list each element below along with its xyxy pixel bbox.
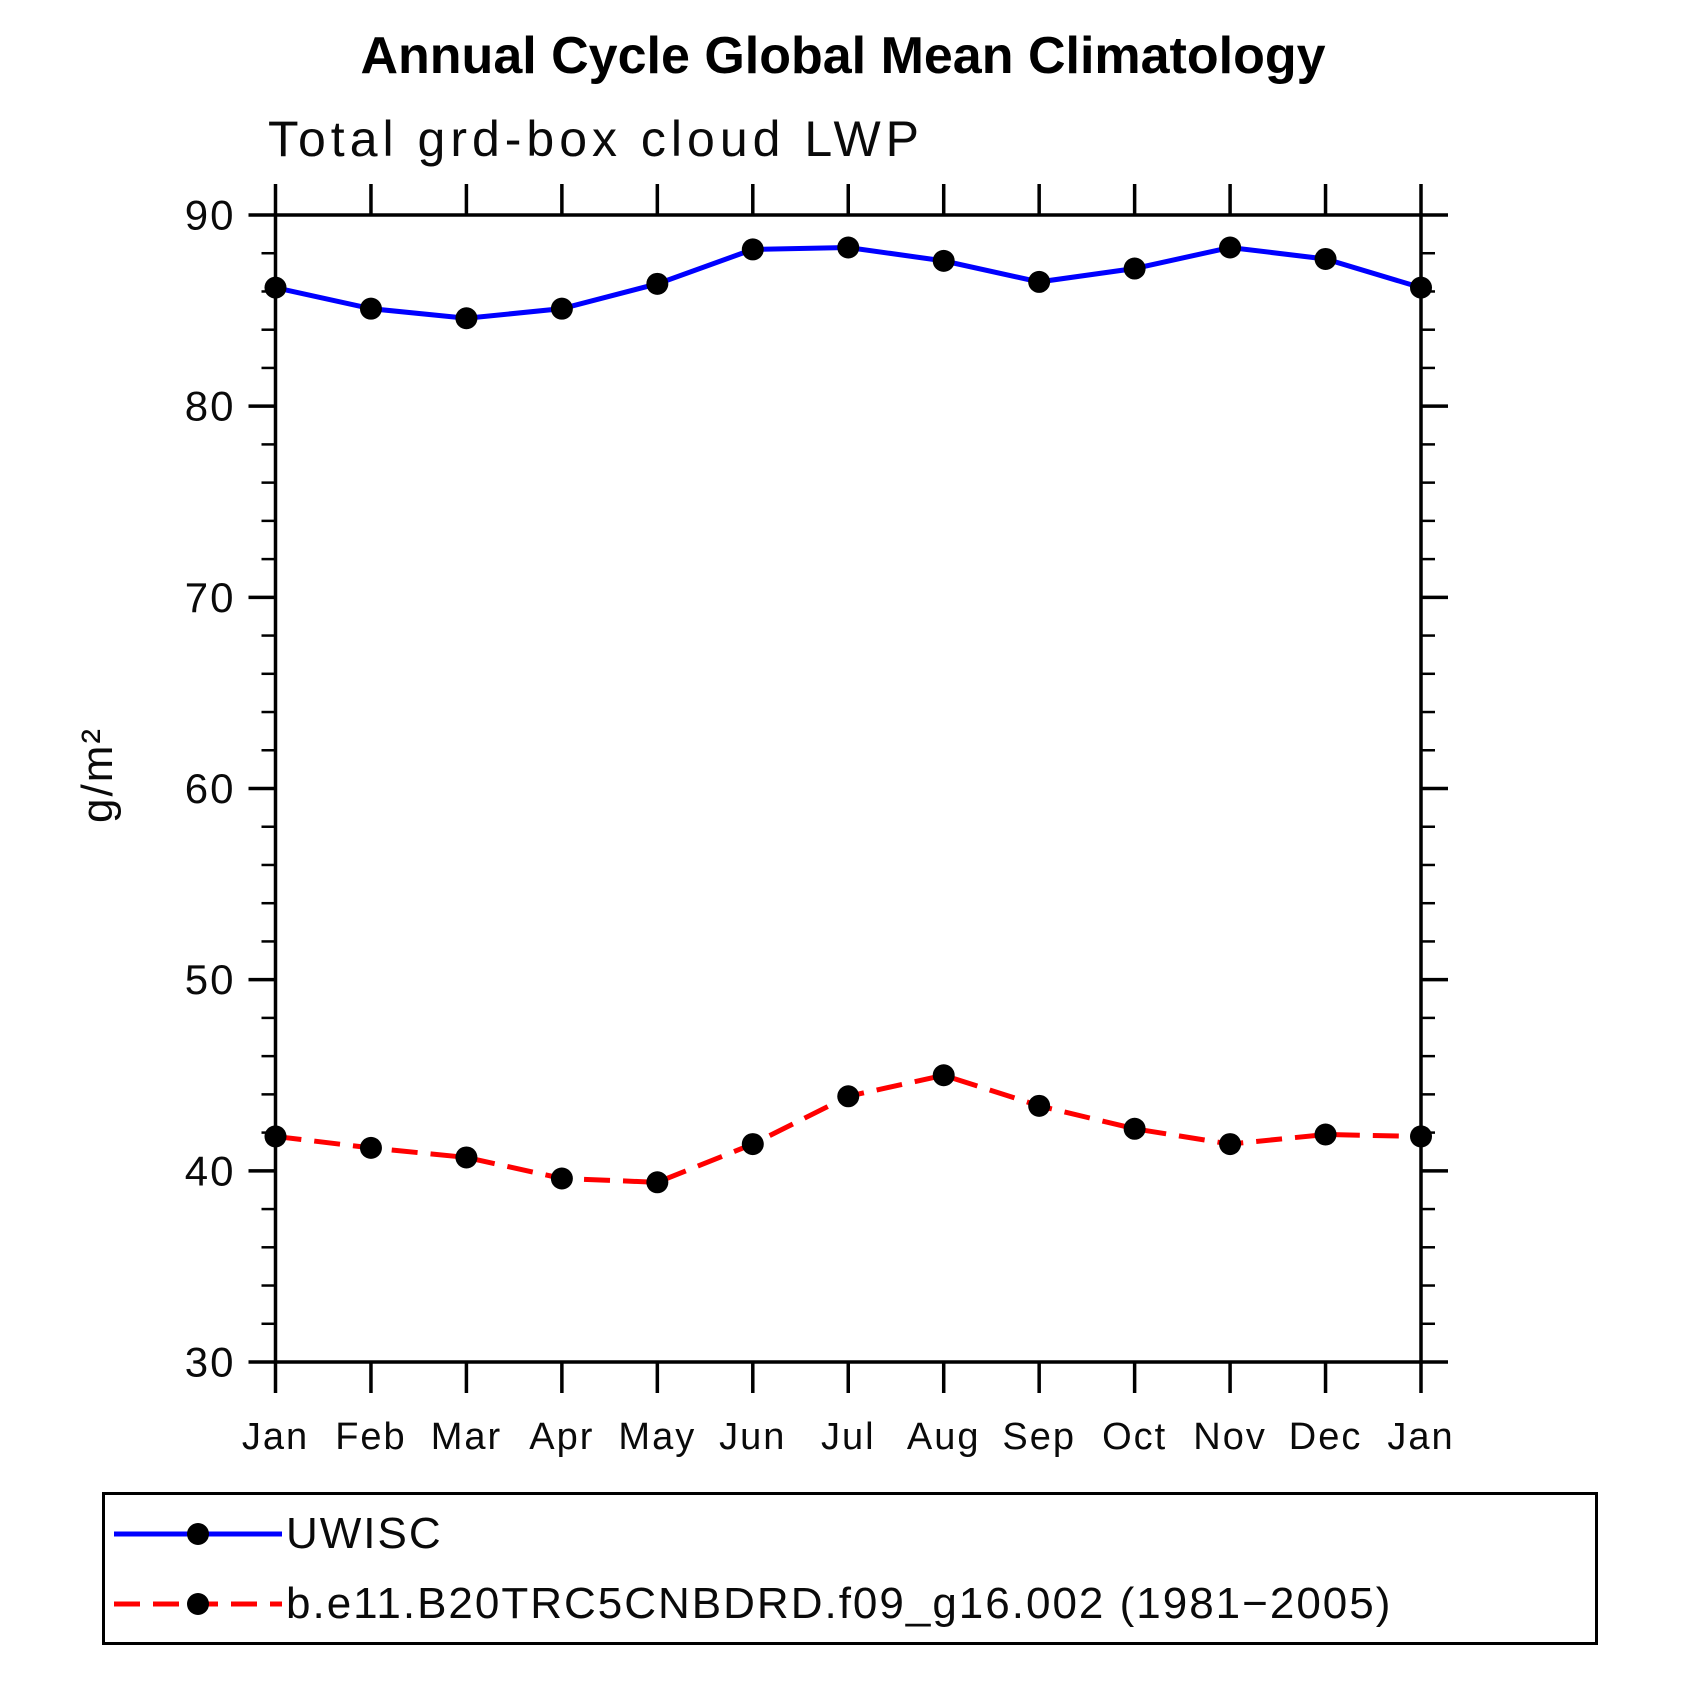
data-point xyxy=(1123,1117,1146,1140)
chart-title: Annual Cycle Global Mean Climatology xyxy=(360,27,1326,85)
data-point xyxy=(455,1146,478,1169)
data-point xyxy=(359,1136,382,1159)
x-tick-label: Feb xyxy=(335,1416,406,1458)
data-point xyxy=(1314,247,1337,270)
data-point xyxy=(1314,1123,1337,1146)
data-point xyxy=(837,236,860,259)
x-tick-label: Jun xyxy=(719,1416,786,1458)
data-point xyxy=(359,297,382,320)
y-tick-label: 40 xyxy=(185,1147,236,1194)
data-point xyxy=(1123,257,1146,280)
data-point xyxy=(646,1171,669,1194)
legend-item-uwisc: UWISC xyxy=(110,1503,443,1565)
legend-marker-dot xyxy=(187,1523,209,1545)
data-point xyxy=(1219,236,1242,259)
y-tick-label: 50 xyxy=(185,956,236,1003)
data-point xyxy=(932,249,955,272)
data-point xyxy=(1219,1133,1242,1156)
x-tick-label: Jul xyxy=(821,1416,876,1458)
legend-item-model: b.e11.B20TRC5CNBDRD.f09_g16.002 (1981−20… xyxy=(110,1573,1392,1635)
y-tick-label: 70 xyxy=(185,574,236,621)
x-tick-label: Mar xyxy=(431,1416,502,1458)
legend-marker-dot xyxy=(187,1593,209,1615)
data-point xyxy=(1410,276,1432,299)
data-point xyxy=(1410,1125,1432,1148)
y-tick-label: 60 xyxy=(185,765,236,812)
x-tick-label: Oct xyxy=(1102,1416,1167,1458)
x-tick-label: Nov xyxy=(1193,1416,1267,1458)
data-point xyxy=(1028,270,1051,293)
legend-label-uwisc: UWISC xyxy=(286,1509,443,1558)
legend-swatch-solid-line xyxy=(114,1523,282,1545)
x-tick-label: Jan xyxy=(242,1416,309,1458)
data-point xyxy=(646,272,669,295)
data-point xyxy=(741,238,764,261)
data-point xyxy=(1028,1094,1051,1117)
x-tick-label: Aug xyxy=(907,1416,981,1458)
data-point xyxy=(455,307,478,330)
x-tick-label: Jan xyxy=(1387,1416,1454,1458)
y-tick-label: 80 xyxy=(185,383,236,430)
x-tick-label: Apr xyxy=(529,1416,594,1458)
chart-subtitle: Total grd-box cloud LWP xyxy=(268,111,924,167)
plot-frame xyxy=(273,213,1423,1364)
data-point xyxy=(550,1167,573,1190)
legend-box: UWISC b.e11.B20TRC5CNBDRD.f09_g16.002 (1… xyxy=(102,1492,1598,1645)
y-axis-label: g/m² xyxy=(73,727,122,823)
x-tick-label: Dec xyxy=(1289,1416,1363,1458)
data-point xyxy=(264,276,287,299)
data-point xyxy=(264,1125,287,1148)
y-tick-label: 90 xyxy=(185,192,236,239)
legend-swatch-dashed-line xyxy=(114,1593,282,1615)
data-point xyxy=(932,1064,955,1087)
x-tick-label: Sep xyxy=(1002,1416,1076,1458)
data-point xyxy=(837,1085,860,1108)
y-tick-label: 30 xyxy=(185,1339,236,1386)
data-point xyxy=(741,1133,764,1156)
data-point xyxy=(550,297,573,320)
legend-label-model: b.e11.B20TRC5CNBDRD.f09_g16.002 (1981−20… xyxy=(286,1579,1393,1628)
x-tick-label: May xyxy=(618,1416,696,1458)
